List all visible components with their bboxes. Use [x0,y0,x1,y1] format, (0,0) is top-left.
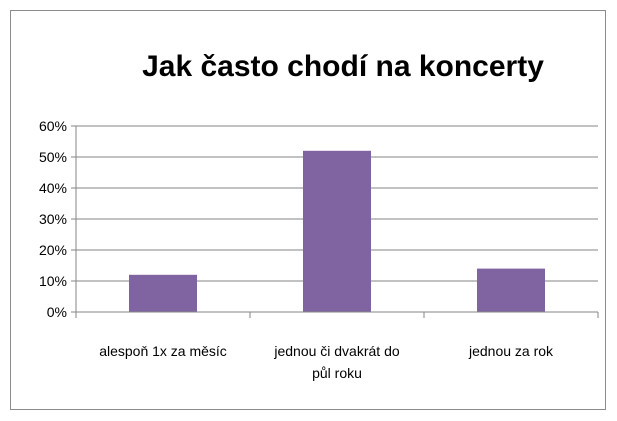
y-tick-label: 20% [39,242,67,258]
x-category-label: jednou či dvakrát do půl roku [273,343,400,381]
bar [303,150,371,312]
x-category-label-line: jednou za rok [468,343,554,359]
y-tick-label: 10% [39,273,67,289]
y-tick-label: 0% [47,304,67,320]
x-category-label-line: půl roku [312,365,362,381]
y-tick-label: 50% [39,149,67,165]
bar [129,274,197,312]
x-category-label-line: jednou či dvakrát do [273,343,400,359]
y-tick-labels: 0% 10% 20% 30% 40% 50% 60% [39,118,67,320]
bar [477,268,545,312]
x-category-label: alespoň 1x za měsíc [99,343,227,359]
x-tick-labels: alespoň 1x za měsíc jednou či dvakrát do p… [99,343,554,381]
y-tick-label: 30% [39,211,67,227]
axes [71,125,599,318]
y-tick-label: 60% [39,118,67,134]
y-tick-label: 40% [39,180,67,196]
x-category-label: jednou za rok [468,343,554,359]
chart-title: Jak často chodí na koncerty [142,50,544,83]
x-category-label-line: alespoň 1x za měsíc [99,343,227,359]
bars [129,150,545,312]
